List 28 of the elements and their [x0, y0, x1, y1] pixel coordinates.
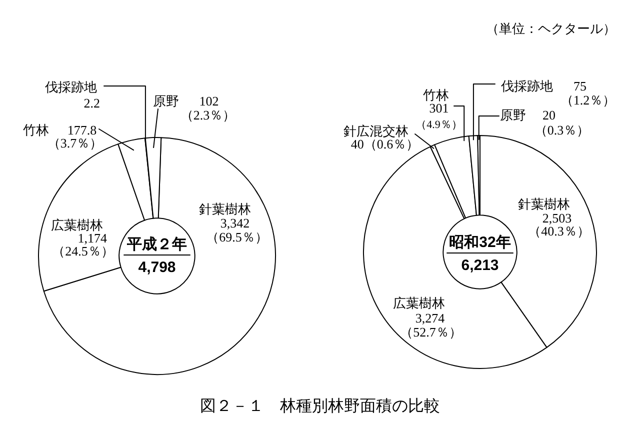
slice-label: 広葉樹林: [51, 217, 103, 232]
data-label: 1,174（24.5％）: [52, 230, 114, 258]
text: 6,213: [461, 257, 499, 274]
data-label: 75（1.2％）: [560, 78, 616, 108]
data-label: 40（0.6％）: [350, 136, 420, 152]
data-label: 301（4.9％）: [416, 100, 462, 131]
text: 平成２年: [126, 236, 187, 254]
data-label: 102（2.3％）: [180, 93, 236, 122]
slice-label: 広葉樹林: [393, 295, 445, 310]
slice-label: 伐採跡地: [45, 79, 97, 94]
text: 昭和32年: [449, 234, 511, 252]
slice-label: 竹林: [23, 122, 49, 138]
slice-label: 針葉樹林: [199, 201, 251, 216]
text: 4,798: [138, 259, 176, 276]
data-label: 177.8（3.7％）: [47, 122, 103, 150]
slice-label: 竹林: [423, 87, 449, 102]
data-label: 2.2: [84, 95, 100, 110]
slice-label: 原野: [153, 93, 179, 108]
data-label: 3,274（52.7％）: [400, 310, 462, 340]
slice-label: 伐採跡地: [501, 78, 553, 94]
text: （単位：ヘクタール）: [486, 21, 616, 36]
data-label: 20（0.3％）: [534, 107, 590, 138]
data-label: 2,503（40.3％）: [528, 210, 590, 238]
slice-label: 針広混交林: [344, 123, 408, 138]
caption: 図２－１ 林種別林野面積の比較: [200, 398, 440, 415]
slice-label: 針葉樹林: [518, 196, 570, 212]
data-label: 3,342（69.5％）: [206, 215, 268, 244]
slice-label: 原野: [500, 107, 526, 122]
